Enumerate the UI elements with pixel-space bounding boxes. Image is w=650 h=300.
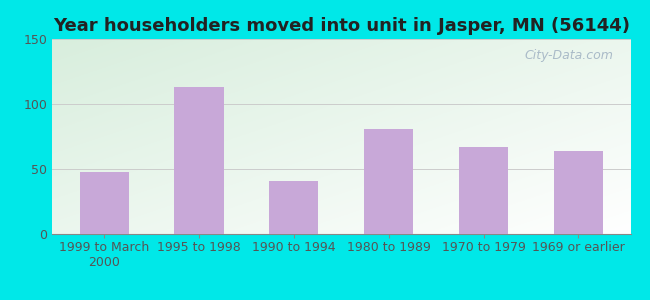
Title: Year householders moved into unit in Jasper, MN (56144): Year householders moved into unit in Jas…	[53, 17, 630, 35]
Bar	[79, 172, 129, 234]
Bar	[459, 147, 508, 234]
Bar	[174, 87, 224, 234]
Bar	[269, 181, 318, 234]
Text: City-Data.com: City-Data.com	[525, 49, 613, 62]
Bar	[554, 151, 603, 234]
Bar	[364, 129, 413, 234]
